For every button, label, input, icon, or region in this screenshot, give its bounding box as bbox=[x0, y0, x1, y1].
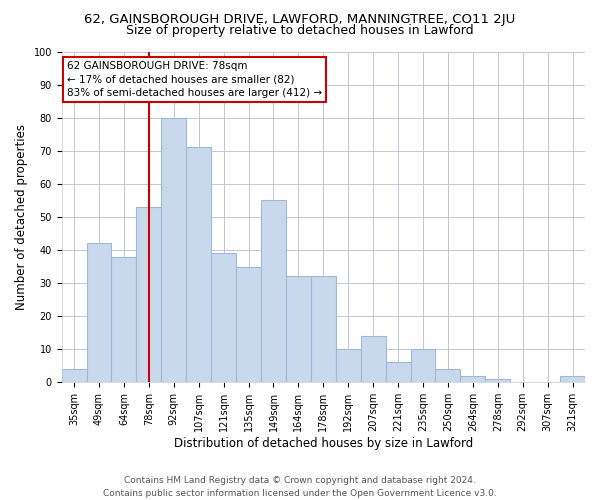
Bar bbox=[112, 256, 136, 382]
Text: Contains HM Land Registry data © Crown copyright and database right 2024.
Contai: Contains HM Land Registry data © Crown c… bbox=[103, 476, 497, 498]
Bar bbox=[560, 376, 585, 382]
Bar bbox=[261, 200, 286, 382]
Bar bbox=[136, 207, 161, 382]
Bar bbox=[186, 148, 211, 382]
Text: 62, GAINSBOROUGH DRIVE, LAWFORD, MANNINGTREE, CO11 2JU: 62, GAINSBOROUGH DRIVE, LAWFORD, MANNING… bbox=[85, 12, 515, 26]
Bar bbox=[336, 350, 361, 382]
Bar bbox=[62, 369, 86, 382]
Bar bbox=[311, 276, 336, 382]
Bar bbox=[86, 244, 112, 382]
Bar bbox=[386, 362, 410, 382]
Text: Size of property relative to detached houses in Lawford: Size of property relative to detached ho… bbox=[126, 24, 474, 37]
X-axis label: Distribution of detached houses by size in Lawford: Distribution of detached houses by size … bbox=[174, 437, 473, 450]
Bar bbox=[361, 336, 386, 382]
Y-axis label: Number of detached properties: Number of detached properties bbox=[15, 124, 28, 310]
Bar bbox=[161, 118, 186, 382]
Bar bbox=[286, 276, 311, 382]
Bar bbox=[410, 350, 436, 382]
Bar bbox=[436, 369, 460, 382]
Bar bbox=[211, 254, 236, 382]
Bar bbox=[236, 266, 261, 382]
Bar bbox=[485, 379, 510, 382]
Bar bbox=[460, 376, 485, 382]
Text: 62 GAINSBOROUGH DRIVE: 78sqm
← 17% of detached houses are smaller (82)
83% of se: 62 GAINSBOROUGH DRIVE: 78sqm ← 17% of de… bbox=[67, 62, 322, 98]
